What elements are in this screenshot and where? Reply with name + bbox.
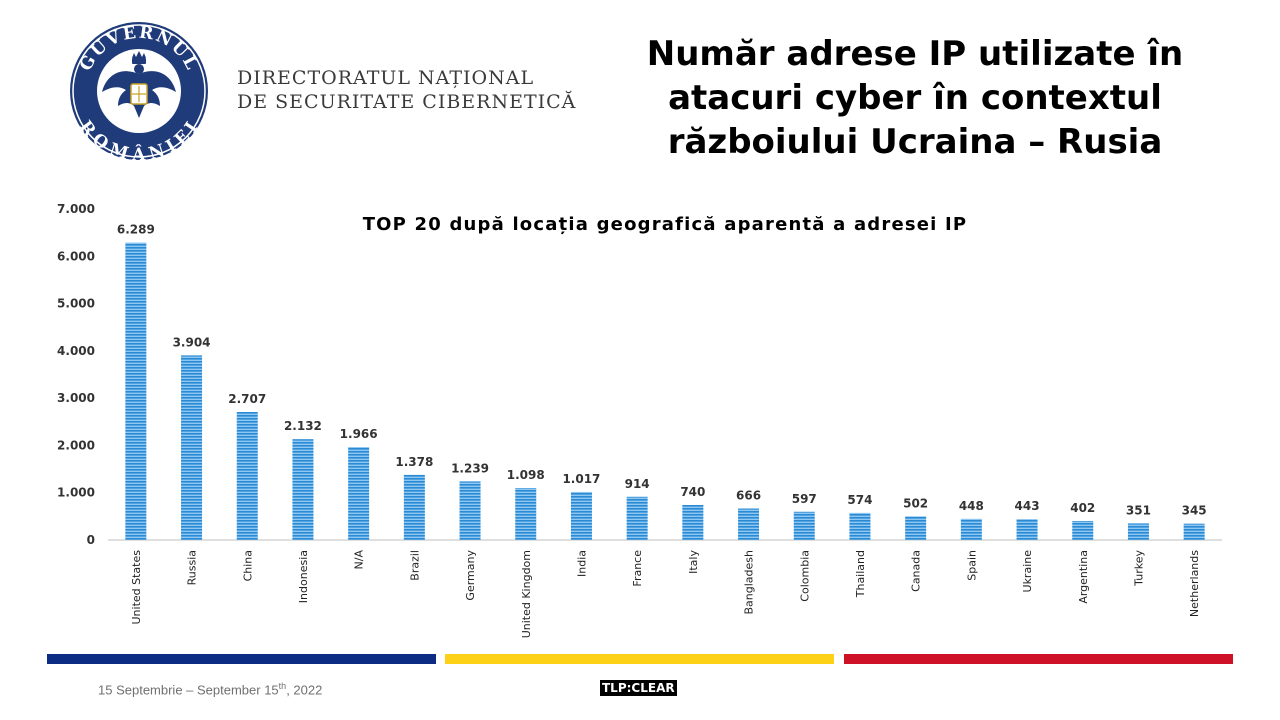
bar — [905, 516, 927, 540]
bar-value-label: 1.239 — [451, 461, 489, 475]
bar — [626, 496, 648, 540]
page-title-line: Număr adrese IP utilizate în — [646, 34, 1184, 74]
bar-value-label: 914 — [625, 477, 650, 491]
bar — [515, 488, 537, 540]
y-tick-label: 4.000 — [57, 344, 95, 358]
chart-title: TOP 20 după locația geografică aparentă … — [363, 214, 968, 235]
bar-value-label: 1.966 — [340, 427, 378, 441]
bar-value-label: 597 — [792, 492, 817, 506]
x-tick-label: Russia — [186, 550, 199, 585]
x-tick-label: United States — [130, 550, 143, 625]
bar-value-label: 3.904 — [173, 335, 211, 349]
x-tick-label: Germany — [464, 550, 477, 601]
flag-band-red — [844, 654, 1233, 664]
bar — [960, 518, 982, 540]
x-tick-label: Turkey — [1132, 550, 1145, 587]
bar-value-label: 448 — [959, 499, 984, 513]
y-tick-label: 3.000 — [57, 391, 95, 405]
bar-value-label: 502 — [903, 496, 928, 510]
flag-band-blue — [47, 654, 436, 664]
bar — [348, 447, 370, 540]
bar-value-label: 443 — [1015, 499, 1040, 513]
bar-value-label: 351 — [1126, 503, 1151, 517]
bar-value-label: 402 — [1070, 501, 1095, 515]
x-tick-label: Italy — [687, 550, 700, 574]
bar — [682, 505, 704, 540]
bar — [1016, 519, 1038, 540]
bar-value-label: 2.132 — [284, 419, 322, 433]
bar — [570, 491, 592, 540]
y-tick-label: 5.000 — [57, 297, 95, 311]
bar-value-label: 2.707 — [228, 392, 266, 406]
x-tick-label: Canada — [910, 550, 923, 592]
bar — [236, 411, 258, 540]
bar-value-label: 1.098 — [507, 468, 545, 482]
x-tick-label: Thailand — [854, 550, 867, 598]
bar — [738, 508, 760, 540]
bar — [292, 439, 314, 540]
flag-band-yellow — [445, 654, 834, 664]
bar-value-label: 666 — [736, 489, 761, 503]
x-tick-label: Argentina — [1077, 550, 1090, 604]
bar — [849, 512, 871, 540]
bar-value-label: 1.378 — [395, 455, 433, 469]
x-tick-label: Colombia — [798, 550, 811, 602]
x-tick-label: Brazil — [408, 550, 421, 581]
footer-date: 15 Septembrie – September 15th, 2022 — [98, 681, 323, 698]
page-title-line: războiului Ucraina – Rusia — [667, 122, 1163, 162]
bar — [1127, 523, 1149, 540]
bar — [181, 355, 203, 540]
org-name-line1: DIRECTORATUL NAȚIONAL — [237, 67, 535, 89]
x-tick-label: Ukraine — [1021, 550, 1034, 593]
bar — [793, 511, 815, 540]
y-tick-label: 0 — [87, 533, 95, 547]
y-tick-label: 7.000 — [57, 202, 95, 216]
x-tick-label: N/A — [353, 550, 366, 570]
bar-chart: TOP 20 după locația geografică aparentă … — [57, 202, 1222, 638]
bar-value-label: 1.017 — [562, 472, 600, 486]
x-tick-label: Spain — [965, 550, 978, 581]
bar — [125, 242, 147, 540]
bar — [1072, 520, 1094, 540]
bar — [1183, 523, 1205, 540]
bar-value-label: 740 — [680, 485, 705, 499]
x-tick-label: India — [575, 550, 588, 577]
y-tick-label: 2.000 — [57, 438, 95, 452]
org-name-line2: DE SECURITATE CIBERNETICĂ — [237, 91, 577, 113]
bar-value-label: 574 — [847, 493, 872, 507]
bar — [459, 481, 481, 540]
x-tick-label: United Kingdom — [520, 550, 533, 638]
guvernul-romaniei-seal: GUVERNUL ROMÂNIEI — [70, 22, 208, 162]
x-tick-label: Bangladesh — [743, 550, 756, 615]
x-tick-label: France — [631, 550, 644, 587]
page-title-line: atacuri cyber în contextul — [668, 78, 1162, 118]
x-tick-label: China — [241, 550, 254, 581]
tlp-badge: TLP:CLEAR — [600, 680, 677, 696]
y-tick-label: 1.000 — [57, 486, 95, 500]
bar-value-label: 345 — [1182, 504, 1207, 518]
x-tick-label: Netherlands — [1188, 550, 1201, 617]
bar — [403, 474, 425, 540]
y-tick-label: 6.000 — [57, 249, 95, 263]
x-tick-label: Indonesia — [297, 550, 310, 603]
bar-value-label: 6.289 — [117, 223, 155, 237]
page-title: Număr adrese IP utilizate în atacuri cyb… — [600, 32, 1230, 164]
